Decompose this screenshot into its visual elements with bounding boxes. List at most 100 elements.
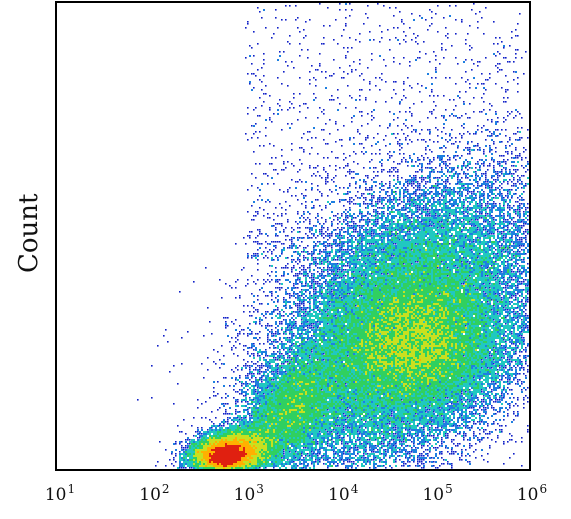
density-point <box>449 249 451 251</box>
density-point <box>363 215 365 217</box>
density-point <box>347 253 349 255</box>
density-point <box>495 263 497 265</box>
density-point <box>503 215 505 217</box>
density-point <box>515 71 517 73</box>
density-point <box>455 183 457 185</box>
density-point <box>487 129 489 131</box>
density-point <box>429 235 431 237</box>
density-point <box>523 221 525 223</box>
density-point <box>489 269 491 271</box>
density-point <box>411 217 413 219</box>
density-point <box>409 249 411 251</box>
density-point <box>383 215 385 217</box>
density-point <box>337 219 339 221</box>
density-point <box>489 263 491 265</box>
density-point <box>351 215 353 217</box>
density-point <box>449 77 451 79</box>
density-point <box>399 217 401 219</box>
density-point <box>421 139 423 141</box>
density-point <box>405 253 407 255</box>
density-point <box>431 151 433 153</box>
density-point <box>287 189 289 191</box>
density-point <box>355 225 357 227</box>
density-point <box>255 241 257 243</box>
density-point <box>471 231 473 233</box>
density-point <box>371 271 373 273</box>
density-point <box>449 255 451 257</box>
density-point <box>415 203 417 205</box>
density-point <box>445 271 447 273</box>
density-point <box>483 247 485 249</box>
density-point <box>443 197 445 199</box>
density-point <box>295 247 297 249</box>
density-point <box>367 193 369 195</box>
density-point <box>519 251 521 253</box>
density-point <box>331 263 333 265</box>
density-point <box>387 171 389 173</box>
density-point <box>371 253 373 255</box>
density-point <box>431 219 433 221</box>
density-point <box>399 213 401 215</box>
density-point <box>481 193 483 195</box>
density-point <box>429 129 431 131</box>
density-point <box>477 83 479 85</box>
density-point <box>343 159 345 161</box>
density-point <box>395 229 397 231</box>
density-point <box>433 215 435 217</box>
density-point <box>499 195 501 197</box>
density-point <box>337 157 339 159</box>
density-point <box>365 187 367 189</box>
density-point <box>517 241 519 243</box>
density-point <box>479 191 481 193</box>
density-point <box>283 249 285 251</box>
density-point <box>343 167 345 169</box>
density-point <box>395 171 397 173</box>
density-point <box>453 167 455 169</box>
density-point <box>419 213 421 215</box>
density-point <box>463 251 465 253</box>
density-point <box>515 147 517 149</box>
density-point <box>445 263 447 265</box>
density-point <box>395 255 397 257</box>
density-point <box>507 61 509 63</box>
density-point <box>515 149 517 151</box>
density-point <box>503 175 505 177</box>
density-point <box>479 209 481 211</box>
density-point <box>467 161 469 163</box>
density-point <box>449 271 451 273</box>
density-point <box>389 175 391 177</box>
density-point <box>483 219 485 221</box>
density-point <box>357 173 359 175</box>
density-point <box>331 267 333 269</box>
density-point <box>461 177 463 179</box>
density-point <box>423 201 425 203</box>
density-point <box>445 239 447 241</box>
density-point <box>401 259 403 261</box>
density-point <box>241 269 243 271</box>
density-point <box>511 161 513 163</box>
density-point <box>343 245 345 247</box>
density-point <box>493 241 495 243</box>
density-point <box>431 233 433 235</box>
density-point <box>291 103 293 105</box>
density-point <box>351 117 353 119</box>
density-point <box>467 131 469 133</box>
density-point <box>377 215 379 217</box>
density-point <box>311 233 313 235</box>
density-point <box>389 231 391 233</box>
density-point <box>511 195 513 197</box>
density-point <box>355 173 357 175</box>
density-point <box>439 269 441 271</box>
density-point <box>345 23 347 25</box>
density-point <box>523 211 525 213</box>
density-point <box>357 215 359 217</box>
density-point <box>367 241 369 243</box>
density-point <box>453 213 455 215</box>
density-point <box>415 195 417 197</box>
density-point <box>381 163 383 165</box>
density-point <box>473 97 475 99</box>
density-point <box>503 221 505 223</box>
density-point <box>485 247 487 249</box>
density-point <box>381 233 383 235</box>
